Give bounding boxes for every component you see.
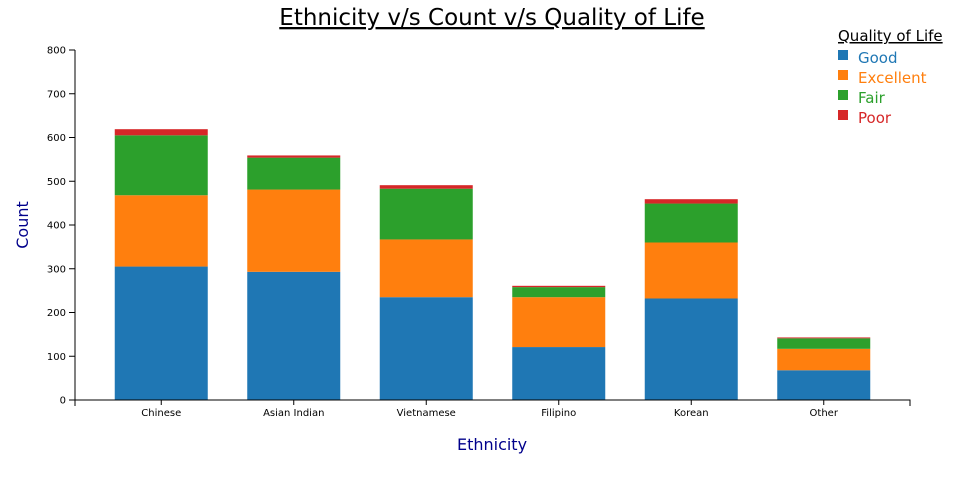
- legend-label-excellent: Excellent: [858, 69, 927, 87]
- bar-fair: [644, 203, 738, 243]
- bar-good: [777, 370, 871, 400]
- bar-excellent: [114, 195, 208, 267]
- bar-fair: [512, 287, 606, 298]
- bar-excellent: [644, 242, 738, 299]
- bar-good: [512, 347, 606, 400]
- legend-label-poor: Poor: [858, 109, 892, 127]
- bar-fair: [379, 188, 473, 240]
- y-tick-label: 600: [47, 133, 66, 144]
- y-tick-label: 300: [47, 264, 66, 275]
- bar-poor: [379, 185, 473, 189]
- bar-poor: [777, 337, 871, 339]
- bar-excellent: [247, 189, 341, 272]
- legend-swatch-excellent: [838, 70, 848, 80]
- bar-excellent: [512, 297, 606, 348]
- legend-label-fair: Fair: [858, 89, 886, 107]
- x-tick-label: Korean: [674, 408, 709, 419]
- bar-excellent: [777, 348, 871, 371]
- legend-swatch-good: [838, 50, 848, 60]
- chart-title: Ethnicity v/s Count v/s Quality of Life: [279, 5, 704, 31]
- bar-poor: [644, 199, 738, 204]
- y-axis-label: Count: [13, 201, 32, 249]
- y-tick-label: 400: [47, 221, 66, 232]
- bar-good: [379, 297, 473, 400]
- bar-poor: [114, 129, 208, 136]
- x-tick-label: Vietnamese: [397, 408, 456, 419]
- bar-good: [114, 266, 208, 400]
- bar-good: [644, 298, 738, 400]
- bar-fair: [247, 157, 341, 190]
- legend: Quality of Life Good Excellent Fair Poor: [838, 27, 943, 127]
- x-axis-label: Ethnicity: [457, 435, 527, 454]
- bar-fair: [114, 135, 208, 196]
- y-tick-label: 100: [47, 352, 66, 363]
- x-tick-label: Asian Indian: [263, 408, 324, 419]
- bar-excellent: [379, 239, 473, 298]
- bar-poor: [512, 285, 606, 288]
- y-tick-label: 500: [47, 177, 66, 188]
- y-tick-label: 800: [47, 46, 66, 57]
- bars-group: [114, 129, 871, 400]
- x-tick-label: Chinese: [141, 408, 181, 419]
- y-tick-label: 0: [60, 396, 66, 407]
- y-tick-label: 700: [47, 89, 66, 100]
- x-tick-label: Filipino: [541, 408, 576, 419]
- legend-label-good: Good: [858, 49, 898, 67]
- bar-poor: [247, 155, 341, 158]
- y-tick-label: 200: [47, 308, 66, 319]
- bar-good: [247, 271, 341, 400]
- legend-swatch-fair: [838, 90, 848, 100]
- x-tick-label: Other: [810, 408, 839, 419]
- legend-swatch-poor: [838, 110, 848, 120]
- legend-title: Quality of Life: [838, 27, 943, 45]
- axes-group: Chinese Asian Indian Vietnamese Filipino Kor…: [47, 46, 911, 419]
- bar-fair: [777, 338, 871, 349]
- x-axis-line: [74, 399, 911, 406]
